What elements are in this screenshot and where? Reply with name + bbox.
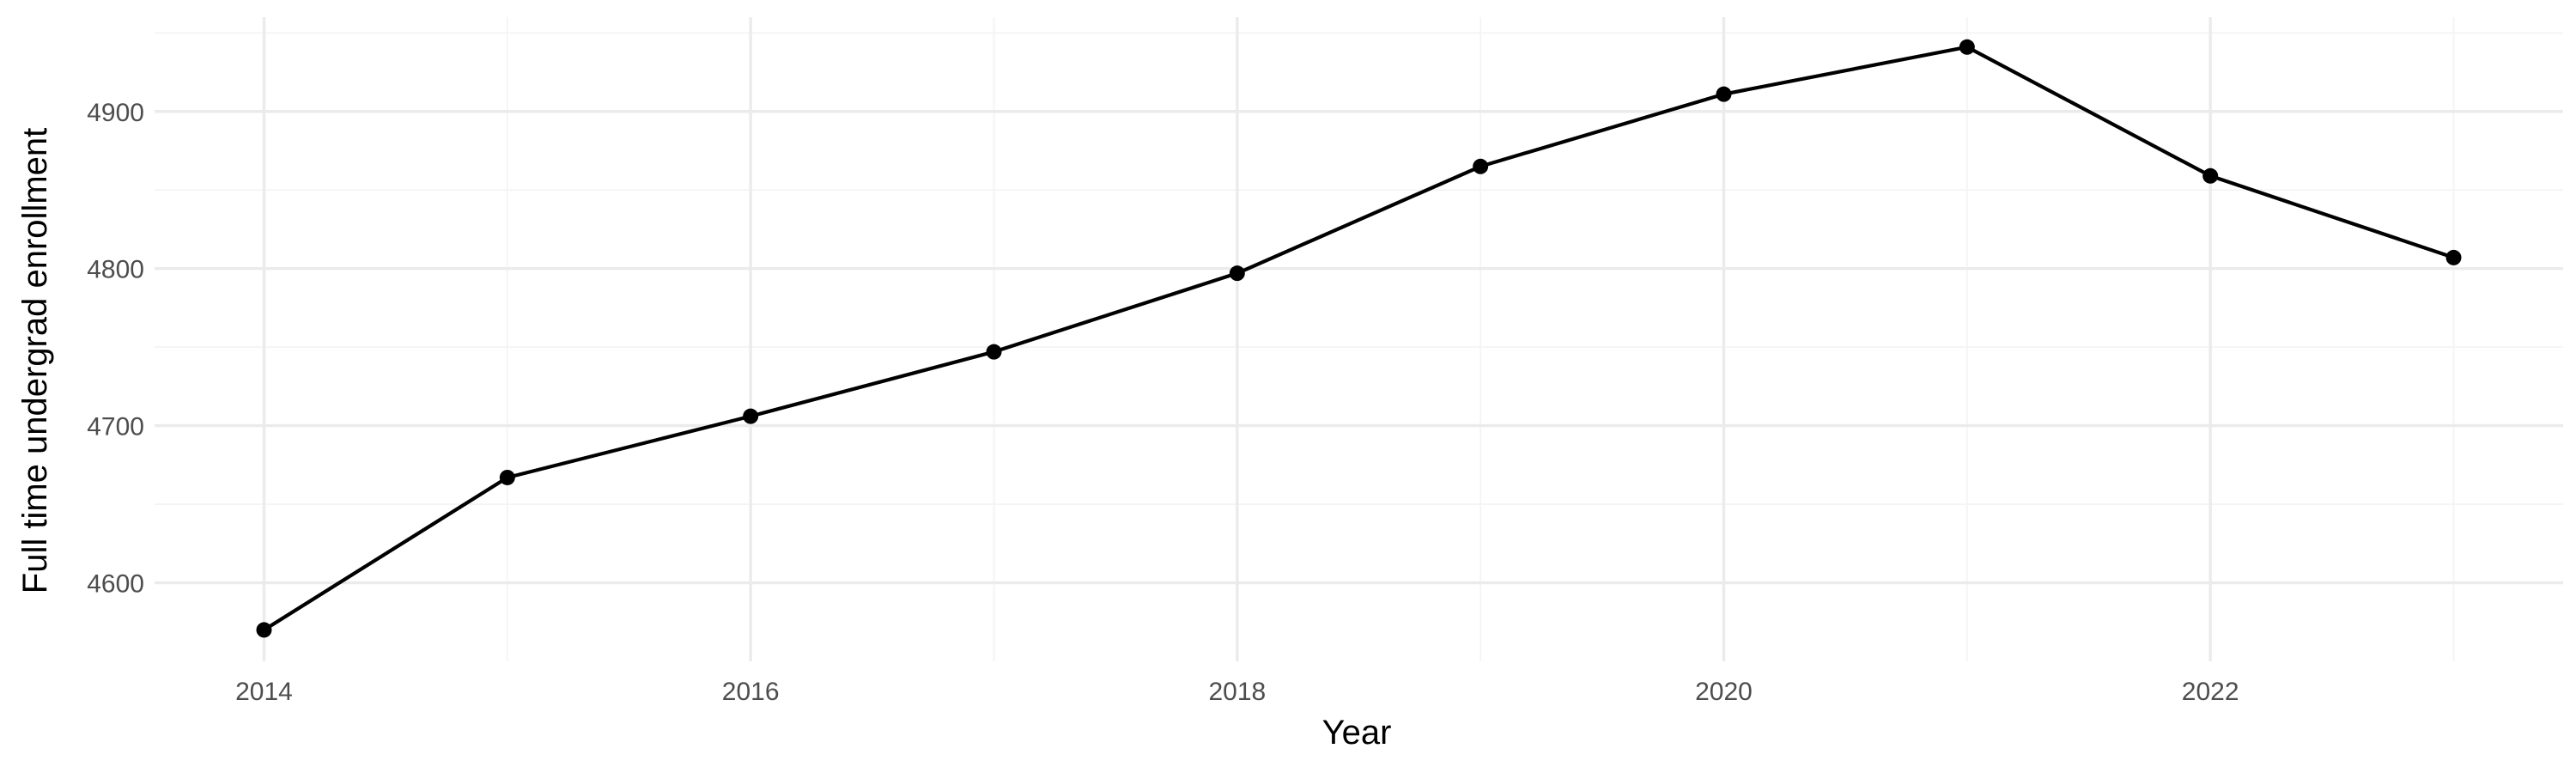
data-point [1716,86,1732,102]
data-point [256,622,272,638]
series-line [262,45,2456,632]
data-point [2202,167,2219,184]
x-axis-tick-labels: 2014 2016 2018 2020 2022 [235,678,2239,706]
y-tick-label: 4600 [87,570,144,599]
x-tick-label: 2014 [235,678,293,706]
data-series [262,45,2456,632]
data-point [1959,39,1975,55]
y-tick-label: 4700 [87,413,144,441]
x-tick-label: 2022 [2182,678,2239,706]
data-points [256,39,2462,638]
major-gridlines [155,17,2563,661]
data-point [986,344,1002,360]
x-tick-label: 2016 [722,678,780,706]
data-point [2445,249,2462,265]
x-axis-title: Year [1322,714,1392,752]
minor-gridlines [155,17,2563,661]
data-point [1473,158,1489,174]
y-axis-title: Full time undergrad enrollment [16,128,54,593]
y-axis-tick-labels: 4600 4700 4800 4900 [87,99,144,599]
x-tick-label: 2020 [1695,678,1753,706]
x-tick-label: 2018 [1208,678,1266,706]
data-point [743,408,759,424]
y-tick-label: 4800 [87,256,144,284]
y-tick-label: 4900 [87,99,144,127]
data-point [1229,265,1245,282]
data-point [499,469,515,485]
